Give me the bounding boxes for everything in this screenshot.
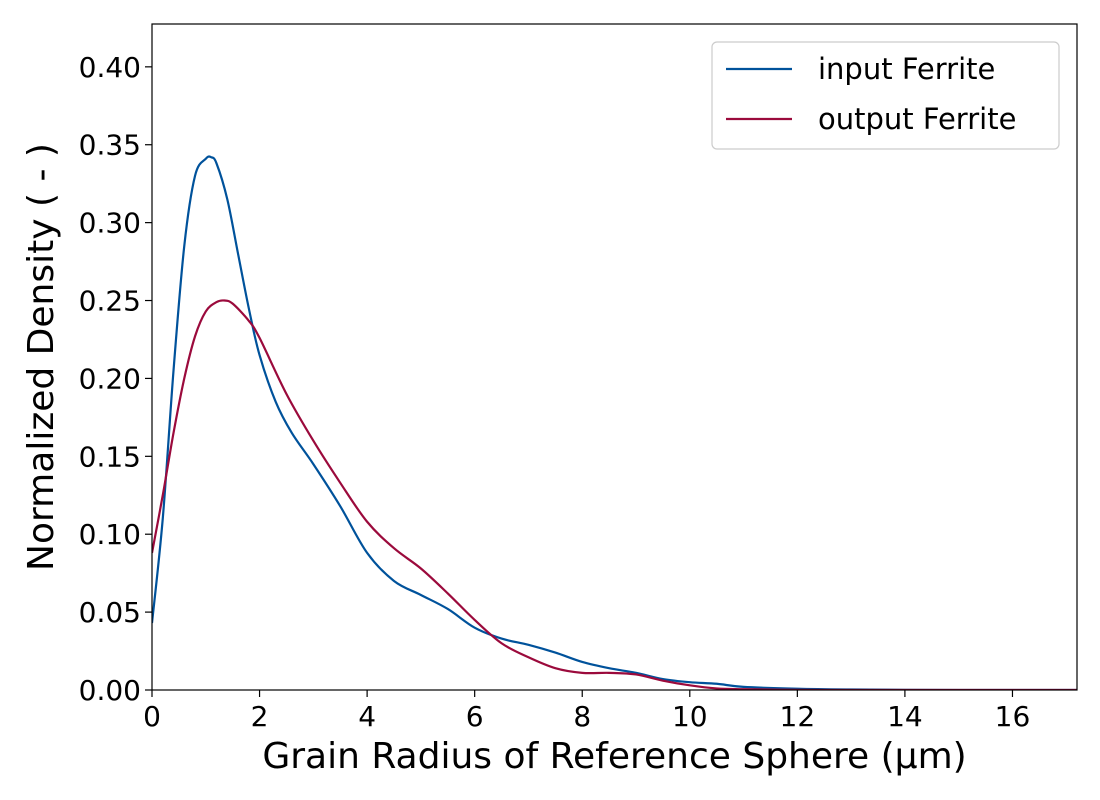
- y-tick-label: 0.10: [79, 518, 141, 551]
- y-tick-label: 0.00: [79, 674, 141, 707]
- axes-frame: [151, 23, 1078, 691]
- x-tick-label: 0: [143, 700, 161, 733]
- x-tick-label: 14: [887, 700, 923, 733]
- y-tick-label: 0.05: [79, 596, 141, 629]
- x-tick-label: 4: [358, 700, 376, 733]
- x-tick-label: 6: [466, 700, 484, 733]
- series-line-input-ferrite: [152, 155, 1077, 690]
- x-axis-label: Grain Radius of Reference Sphere (µm): [262, 736, 966, 777]
- x-tick-label: 8: [573, 700, 591, 733]
- y-tick-label: 0.35: [79, 129, 141, 162]
- x-tick-label: 10: [672, 700, 708, 733]
- y-tick-label: 0.25: [79, 285, 141, 318]
- y-tick-label: 0.40: [79, 51, 141, 84]
- x-tick-label: 16: [995, 700, 1031, 733]
- plot-area: [152, 155, 1077, 690]
- legend-box: [711, 41, 1060, 150]
- axes: 0 2 4 6 8 10 12 14 16 0.00 0.05 0.10 0.15 0.20 0.25 0.3…: [79, 23, 1078, 733]
- legend-entry-input-ferrite: input Ferrite: [818, 52, 995, 86]
- series-line-output-ferrite: [152, 299, 1077, 690]
- y-tick-label: 0.15: [79, 440, 141, 473]
- y-axis-label: Normalized Density ( - ): [21, 143, 62, 571]
- y-tick-label: 0.20: [79, 362, 141, 395]
- x-tick-label: 2: [251, 700, 269, 733]
- x-tick-label: 12: [780, 700, 816, 733]
- legend: input Ferrite output Ferrite: [711, 41, 1060, 150]
- legend-entry-output-ferrite: output Ferrite: [818, 102, 1016, 136]
- y-tick-label: 0.30: [79, 207, 141, 240]
